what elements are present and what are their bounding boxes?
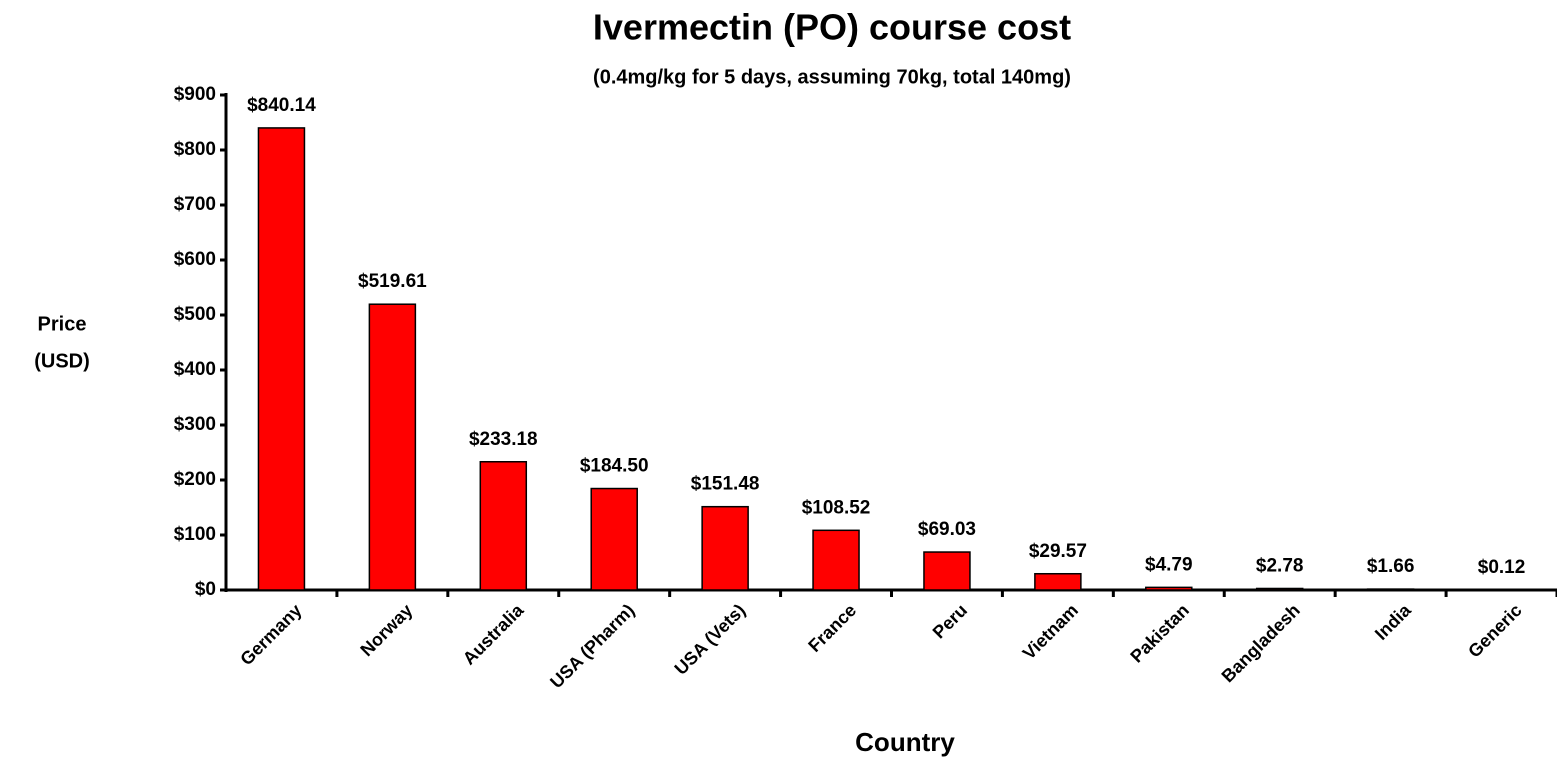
x-tick-label: Peru [929, 600, 971, 642]
bar [590, 487, 638, 591]
y-tick-label: $100 [174, 524, 216, 545]
bar [368, 303, 417, 591]
bar [812, 529, 860, 591]
y-tick-label: $300 [174, 414, 216, 435]
bar [1034, 572, 1082, 591]
y-tick-label: $0 [195, 579, 216, 600]
bar [923, 551, 971, 591]
value-label: $1.66 [1367, 556, 1415, 577]
bar [1145, 586, 1193, 591]
y-tick-label: $900 [174, 84, 216, 105]
bar [257, 127, 306, 591]
value-label: $0.12 [1478, 557, 1526, 578]
bar [479, 461, 528, 591]
y-tick-label: $800 [174, 139, 216, 160]
x-tick-label: Australia [459, 599, 528, 668]
value-label: $4.79 [1145, 554, 1193, 575]
y-tick-label: $200 [174, 469, 216, 490]
value-label: $69.03 [918, 519, 976, 540]
value-label: $233.18 [469, 429, 538, 450]
x-tick-label: Bangladesh [1218, 600, 1304, 686]
x-tick-label: USA (Pharm) [546, 600, 638, 692]
x-tick-label: Pakistan [1126, 600, 1193, 667]
x-tick-label: USA (Vets) [671, 600, 750, 679]
x-tick-label: India [1371, 599, 1416, 644]
bar [701, 505, 749, 591]
x-tick-label: Germany [236, 600, 305, 669]
y-tick-label: $700 [174, 194, 216, 215]
value-label: $151.48 [691, 474, 760, 495]
chart-title: Ivermectin (PO) course cost [593, 7, 1071, 48]
x-tick-label: Norway [356, 600, 416, 660]
value-label: $2.78 [1256, 555, 1304, 576]
y-tick-label: $400 [174, 359, 216, 380]
y-tick-label: $500 [174, 304, 216, 325]
x-tick-label: Generic [1464, 600, 1526, 662]
value-label: $519.61 [358, 271, 427, 292]
bar [1255, 587, 1304, 591]
value-label: $29.57 [1029, 541, 1087, 562]
x-axis-label: Country [855, 727, 955, 757]
y-axis-label: Price [38, 313, 87, 335]
x-tick-label: Vietnam [1019, 600, 1082, 663]
value-label: $108.52 [802, 497, 871, 518]
value-label: $184.50 [580, 456, 649, 477]
value-label: $840.14 [247, 95, 316, 116]
y-axis-label: (USD) [34, 350, 90, 372]
bar [1366, 588, 1415, 591]
y-tick-label: $600 [174, 249, 216, 270]
chart-subtitle: (0.4mg/kg for 5 days, assuming 70kg, tot… [593, 66, 1071, 88]
x-tick-label: France [804, 600, 860, 656]
